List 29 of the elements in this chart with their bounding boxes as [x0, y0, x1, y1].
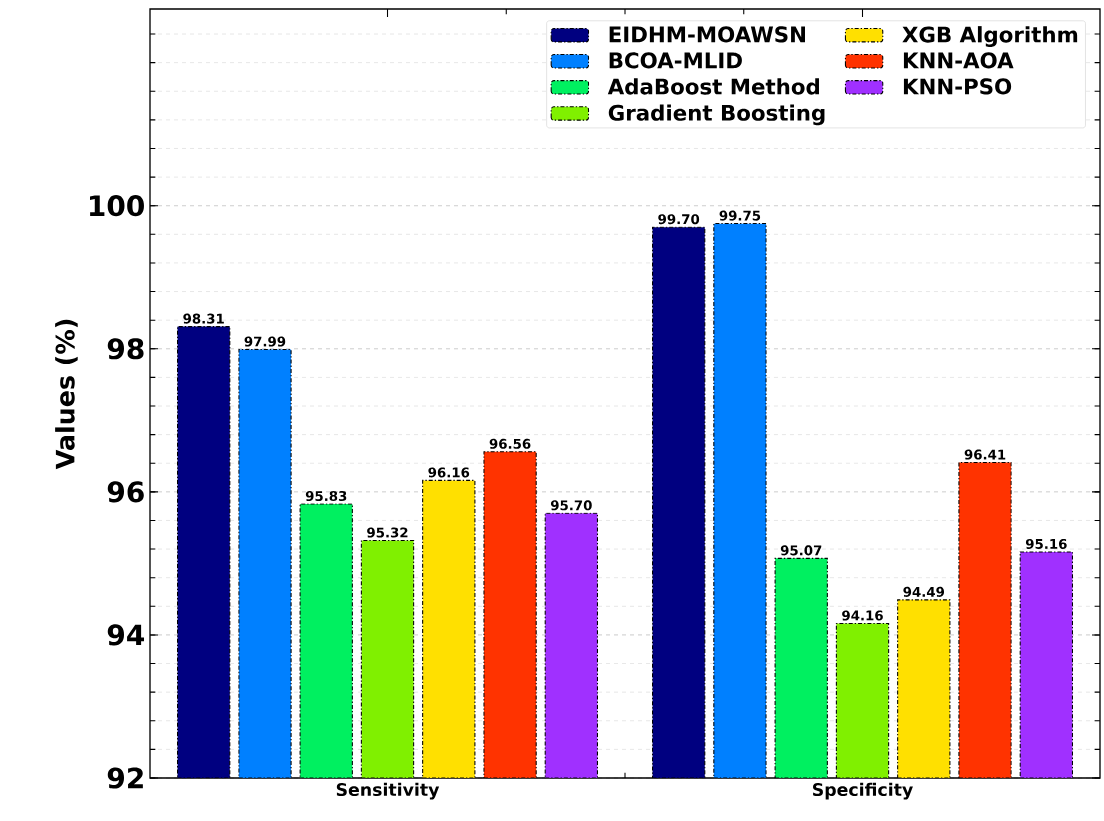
data-label: 98.31	[183, 313, 224, 324]
legend-label: KNN-PSO	[903, 78, 1012, 95]
data-label: 99.70	[658, 214, 700, 225]
data-label: 96.41	[964, 449, 1006, 460]
y-tick-label: 96	[107, 481, 144, 503]
data-label: 95.07	[780, 545, 822, 556]
data-label: 95.16	[1025, 538, 1067, 549]
data-label: 97.99	[244, 336, 286, 347]
legend-label: KNN-AOA	[903, 52, 1014, 69]
data-label: 94.49	[903, 586, 945, 597]
y-tick-label: 94	[107, 624, 145, 646]
data-label: 96.56	[489, 438, 531, 449]
data-label: 95.83	[305, 490, 347, 502]
y-tick-label: 92	[107, 767, 143, 789]
data-label: 99.75	[719, 210, 761, 221]
legend-label: Gradient Boosting	[608, 104, 825, 126]
x-tick-label: Specificity	[813, 782, 913, 800]
legend-label: AdaBoost Method	[607, 78, 819, 95]
y-tick-label: 100	[90, 195, 144, 217]
legend-label: XGB Algorithm	[902, 26, 1078, 47]
data-label: 95.70	[550, 500, 592, 511]
y-tick-label: 98	[107, 338, 144, 360]
x-tick-label: Sensitivity	[336, 782, 440, 800]
data-label: 95.32	[367, 527, 408, 538]
legend-label: BCOA-MLID	[609, 52, 742, 69]
legend-label: EIDHM-MOAWSN	[609, 26, 805, 43]
data-label: 94.16	[842, 610, 883, 621]
y-axis-title: Values (%)	[55, 319, 78, 470]
data-label: 96.16	[428, 467, 470, 478]
